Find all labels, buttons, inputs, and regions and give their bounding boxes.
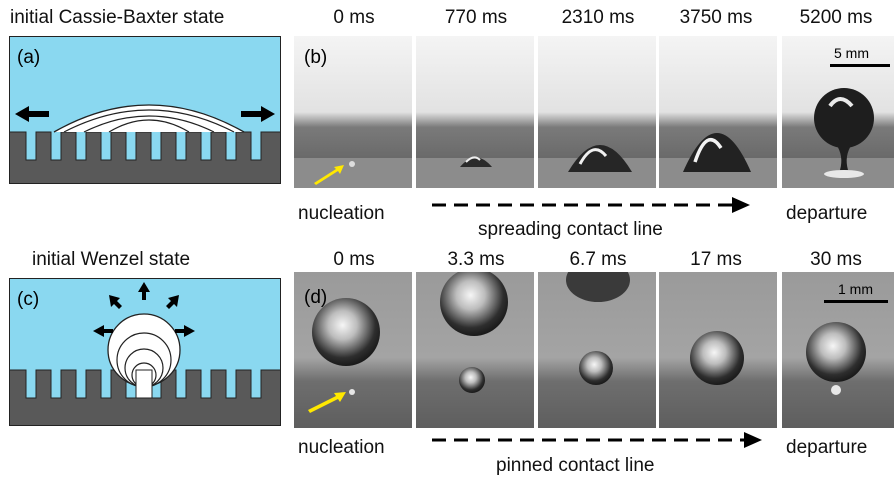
left-arrow-icon-c [93, 325, 113, 337]
left-arrow-icon [15, 106, 49, 122]
time-label: 6.7 ms [569, 249, 627, 270]
droplet-photo [294, 36, 412, 188]
arrowhead-icon [732, 197, 750, 213]
photo-frame-b3 [538, 36, 656, 188]
right-arrow-icon [241, 106, 275, 122]
photo-frame-d1: (d) [294, 272, 412, 428]
panel-label-d: (d) [304, 287, 328, 308]
wenzel-diagram [9, 278, 281, 426]
photo-frame-b2 [416, 36, 534, 188]
time-label: 5200 ms [799, 7, 873, 28]
right-arrow-icon-c [175, 325, 195, 337]
time-label: 0 ms [333, 249, 375, 270]
photo-frame-b1: (b) [294, 36, 412, 188]
scale-bar-label-d: 1 mm [838, 281, 873, 297]
scale-bar-d [824, 300, 888, 303]
departure-label-d: departure [786, 437, 868, 458]
pinned-label: pinned contact line [496, 455, 655, 476]
time-label: 3750 ms [679, 7, 753, 28]
droplet-photo [416, 36, 534, 188]
photo-frame-b4 [659, 36, 777, 188]
droplet-photo [294, 272, 412, 428]
panel-label-a: (a) [17, 47, 41, 68]
photo-frame-b5: 5 mm [782, 36, 894, 188]
arrowhead-icon [744, 432, 762, 448]
panel-label-b: (b) [304, 47, 328, 68]
photo-frame-d2 [416, 272, 534, 428]
schematic-wenzel: (c) [9, 278, 281, 426]
schematic-cassie-baxter: (a) [9, 36, 281, 184]
droplet-photo [538, 36, 656, 188]
droplet-photo [782, 272, 894, 428]
up-arrow-icon [138, 282, 150, 300]
dashed-arrow-b [432, 197, 750, 213]
photo-frame-d4 [659, 272, 777, 428]
departure-label-b: departure [786, 203, 868, 224]
nucleation-label-b: nucleation [298, 203, 385, 224]
photo-frame-d3 [538, 272, 656, 428]
cassie-baxter-title: initial Cassie-Baxter state [10, 7, 225, 28]
photo-frame-d5: 1 mm [782, 272, 894, 428]
droplet-photo [538, 272, 656, 428]
time-label: 3.3 ms [447, 249, 505, 270]
up-left-arrow-icon [109, 295, 122, 309]
up-right-arrow-icon [166, 295, 179, 309]
yellow-arrow-icon [308, 392, 346, 413]
droplet-photo [659, 272, 777, 428]
scale-bar-label-b: 5 mm [834, 45, 869, 61]
time-label: 2310 ms [561, 7, 635, 28]
cassie-baxter-diagram [9, 36, 281, 184]
dashed-arrow-d [432, 432, 762, 448]
time-label: 17 ms [690, 249, 742, 270]
yellow-arrow-icon [314, 165, 344, 185]
time-label: 0 ms [333, 7, 375, 28]
panel-label-c: (c) [17, 289, 40, 310]
wenzel-title: initial Wenzel state [32, 249, 191, 270]
nucleation-label-d: nucleation [298, 437, 385, 458]
droplet-photo [659, 36, 777, 188]
droplet-photo [416, 272, 534, 428]
time-label: 30 ms [810, 249, 862, 270]
time-label: 770 ms [444, 7, 508, 28]
spreading-label: spreading contact line [478, 219, 663, 240]
scale-bar-b [830, 64, 890, 67]
droplet-photo [782, 36, 894, 188]
